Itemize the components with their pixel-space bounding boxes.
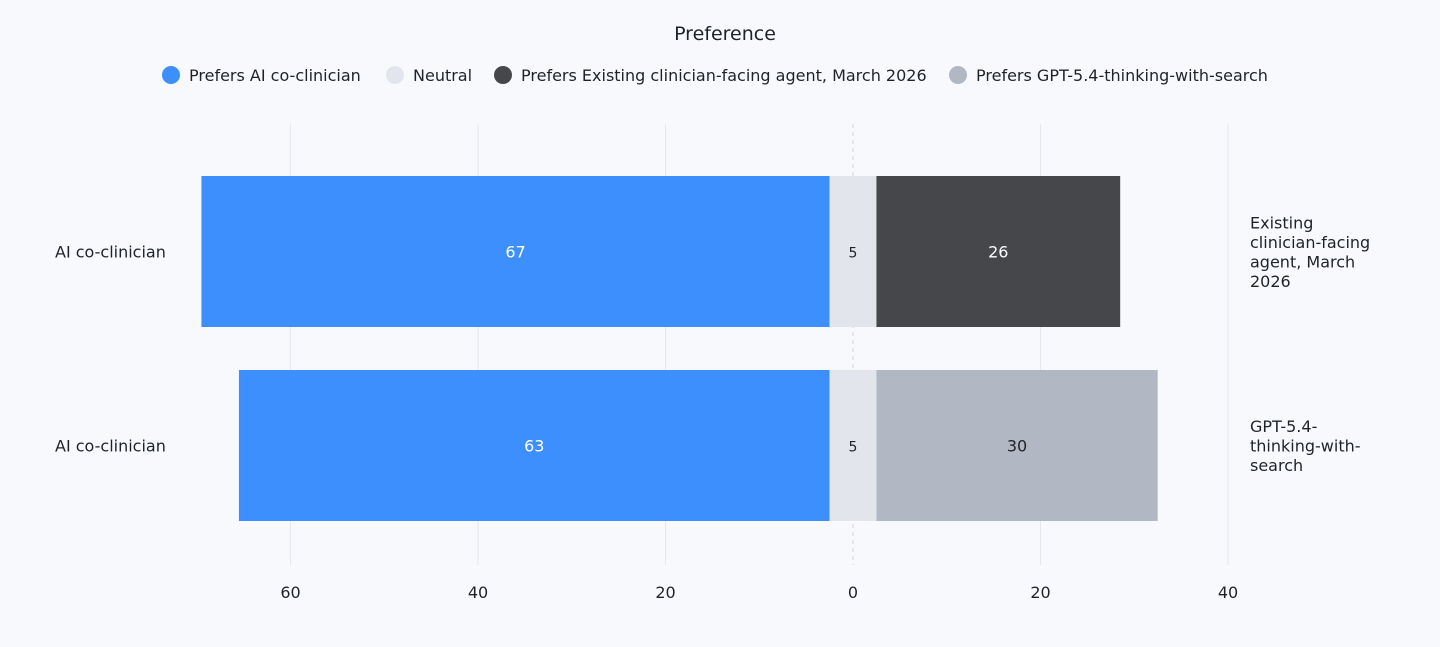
chart-title: Preference: [674, 23, 776, 45]
legend: Prefers AI co-clinician Neutral Prefers Ex…: [162, 66, 1268, 85]
x-tick-label: 0: [848, 583, 858, 602]
data-label-prefers-comparator: 26: [988, 243, 1008, 262]
row-label-right: Existing clinician-facing agent, March 2026: [1250, 213, 1370, 291]
data-label-prefers-ai: 67: [505, 243, 525, 262]
row-label-right: GPT-5.4-thinking-with-search: [1250, 417, 1361, 475]
bar-neutral: [829, 176, 877, 327]
x-tick-label: 40: [468, 583, 488, 602]
x-axis: 60 40 20 0 20 40: [280, 583, 1238, 602]
legend-swatch: [949, 66, 967, 84]
data-label-prefers-ai: 63: [524, 437, 544, 456]
legend-swatch: [162, 66, 180, 84]
bar-prefers-ai: [201, 176, 830, 327]
bar-prefers-ai: [238, 370, 830, 521]
legend-label: Prefers GPT-5.4-thinking-with-search: [976, 66, 1268, 85]
x-tick-label: 20: [655, 583, 675, 602]
x-tick-label: 20: [1030, 583, 1050, 602]
row-label-left: AI co-clinician: [55, 243, 166, 262]
legend-label: Prefers AI co-clinician: [189, 66, 361, 85]
bar-neutral: [829, 370, 877, 521]
data-label-neutral: 5: [849, 246, 858, 262]
bars: 67 5 26 AI co-clinician Existing clinician-fa…: [55, 176, 1370, 521]
legend-swatch: [494, 66, 512, 84]
x-tick-label: 40: [1218, 583, 1238, 602]
bar-prefers-comparator: [876, 370, 1158, 521]
legend-label: Neutral: [413, 66, 472, 85]
bar-prefers-comparator: [876, 176, 1121, 327]
row-label-left: AI co-clinician: [55, 437, 166, 456]
legend-label: Prefers Existing clinician-facing agent,…: [521, 66, 927, 85]
legend-swatch: [386, 66, 404, 84]
x-tick-label: 60: [280, 583, 300, 602]
data-label-prefers-comparator: 30: [1007, 437, 1027, 456]
data-label-neutral: 5: [849, 440, 858, 456]
